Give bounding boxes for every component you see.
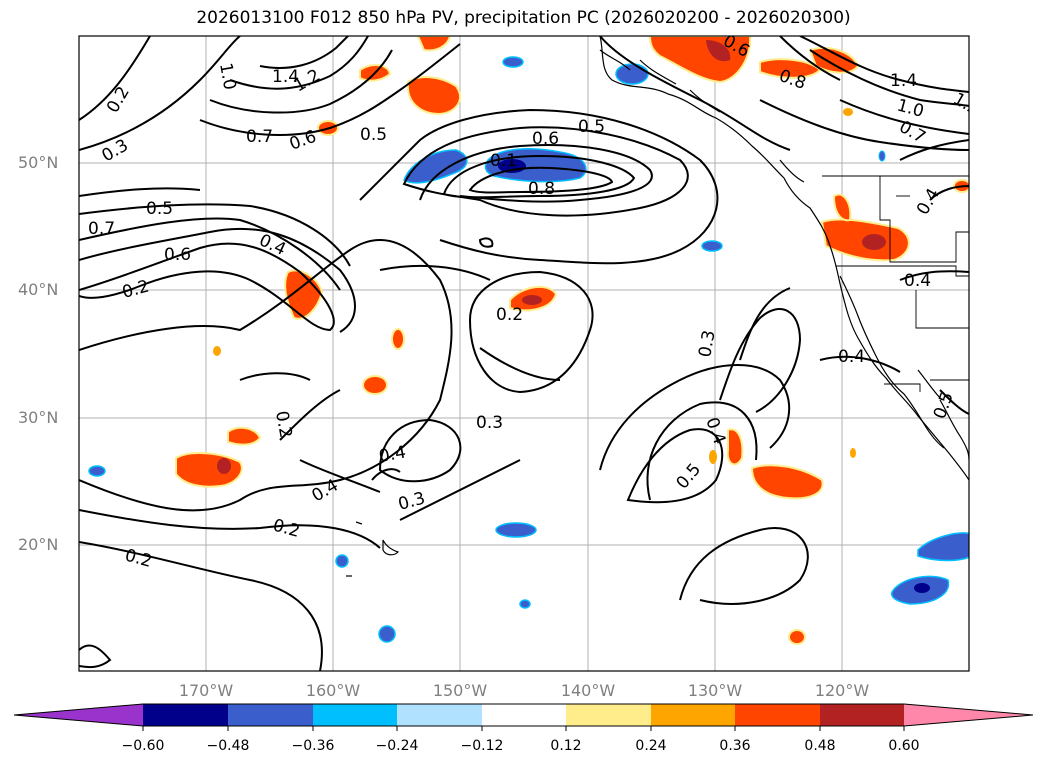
precip-blob: [406, 76, 461, 116]
colorbar-tick-label: 0.60: [888, 738, 920, 754]
lon-label-120w: 120°W: [814, 681, 870, 700]
pv-contours: [79, 36, 969, 671]
contour-label: 0.3: [695, 329, 719, 359]
colorbar-tick-label: −0.60: [121, 738, 165, 754]
precip-core: [914, 583, 930, 593]
colorbar-tick-label: 0.48: [804, 738, 836, 754]
precip-blob: [843, 108, 853, 116]
colorbar: [13, 703, 1034, 731]
colorbar-extend-low: [14, 704, 143, 726]
precip-core: [217, 458, 231, 474]
contour-label: 0.3: [476, 413, 503, 433]
map-area: 1.0 1.4 1.2 0.2 0.3 0.7 0.6 0.5 0.6 0.5 …: [79, 36, 969, 671]
colorbar-tick-label: 0.24: [635, 738, 667, 754]
colorbar-segment: [313, 704, 397, 726]
precip-blob: [335, 554, 349, 568]
precip-blob: [495, 522, 537, 538]
precip-blob: [502, 56, 524, 68]
colorbar-tick-label: 0.12: [550, 738, 582, 754]
precip-blob: [917, 532, 969, 562]
colorbar-segment: [735, 704, 820, 726]
precip-blob: [519, 599, 531, 609]
colorbar-segment: [482, 704, 566, 726]
contour-label: 0.7: [88, 219, 115, 239]
contour-label: 0.8: [528, 179, 555, 199]
precip-blob: [709, 450, 717, 464]
lon-label-150w: 150°W: [432, 681, 488, 700]
precip-blob: [832, 193, 852, 222]
colorbar-tick-label: −0.12: [460, 738, 504, 754]
lat-label-40n: 40°N: [18, 280, 59, 299]
precip-blob: [391, 328, 405, 350]
colorbar-tick-label: −0.48: [206, 738, 250, 754]
precip-blob: [850, 448, 856, 458]
precip-blob: [750, 464, 824, 500]
precip-blob: [726, 428, 744, 466]
colorbar-segment: [820, 704, 904, 726]
precip-blob: [378, 625, 396, 643]
contour-label: 0.7: [246, 127, 273, 147]
contour-label: 1.0: [215, 61, 239, 91]
lon-label-160w: 160°W: [305, 681, 361, 700]
lat-label-20n: 20°N: [18, 535, 59, 554]
map-frame: [78, 35, 970, 672]
precip-blob: [213, 346, 221, 356]
colorbar-tick-label: 0.36: [719, 738, 751, 754]
colorbar-segment: [397, 704, 482, 726]
precip-blob: [878, 150, 886, 162]
lat-label-30n: 30°N: [18, 408, 59, 427]
contour-label: 0.6: [532, 129, 559, 149]
contour-label: 0.1: [490, 151, 517, 171]
precip-blob: [759, 58, 822, 79]
contour-label: 1.4: [272, 67, 299, 87]
contour-label: 0.2: [496, 305, 523, 325]
contour-label: 0.4: [377, 443, 407, 467]
colorbar-extend-high: [904, 704, 1033, 726]
colorbar-tick-label: −0.36: [291, 738, 335, 754]
colorbar-segment: [143, 704, 228, 726]
precip-core: [862, 234, 886, 250]
contour-label: 1.4: [890, 71, 917, 91]
contour-label: 0.5: [578, 117, 605, 137]
lat-label-50n: 50°N: [18, 153, 59, 172]
precip-blob: [88, 465, 106, 477]
contour-label: 0.4: [904, 271, 931, 291]
colorbar-segment: [566, 704, 651, 726]
lon-label-140w: 140°W: [560, 681, 616, 700]
lon-label-130w: 130°W: [687, 681, 743, 700]
colorbar-segment: [651, 704, 735, 726]
precip-blob: [227, 426, 262, 446]
precip-blob: [701, 240, 723, 252]
colorbar-tick-label: −0.24: [375, 738, 419, 754]
colorbar-segment: [228, 704, 313, 726]
borders: [822, 175, 969, 392]
contour-label: 0.5: [360, 125, 387, 145]
lon-label-170w: 170°W: [178, 681, 234, 700]
precip-core: [706, 40, 731, 62]
precip-blob: [175, 452, 243, 488]
precip-core: [522, 295, 542, 305]
contour-label: 0.2: [271, 409, 295, 439]
map-title: 2026013100 F012 850 hPa PV, precipitatio…: [196, 8, 851, 28]
contour-label: 0.5: [146, 199, 173, 219]
precip-blob: [284, 269, 324, 320]
precip-positive-areas: [175, 36, 969, 645]
precip-blob: [788, 629, 806, 645]
precip-blob: [615, 63, 649, 85]
contour-label: 0.6: [164, 245, 191, 265]
contour-label: 0.4: [838, 347, 865, 367]
precip-blob: [362, 375, 388, 395]
